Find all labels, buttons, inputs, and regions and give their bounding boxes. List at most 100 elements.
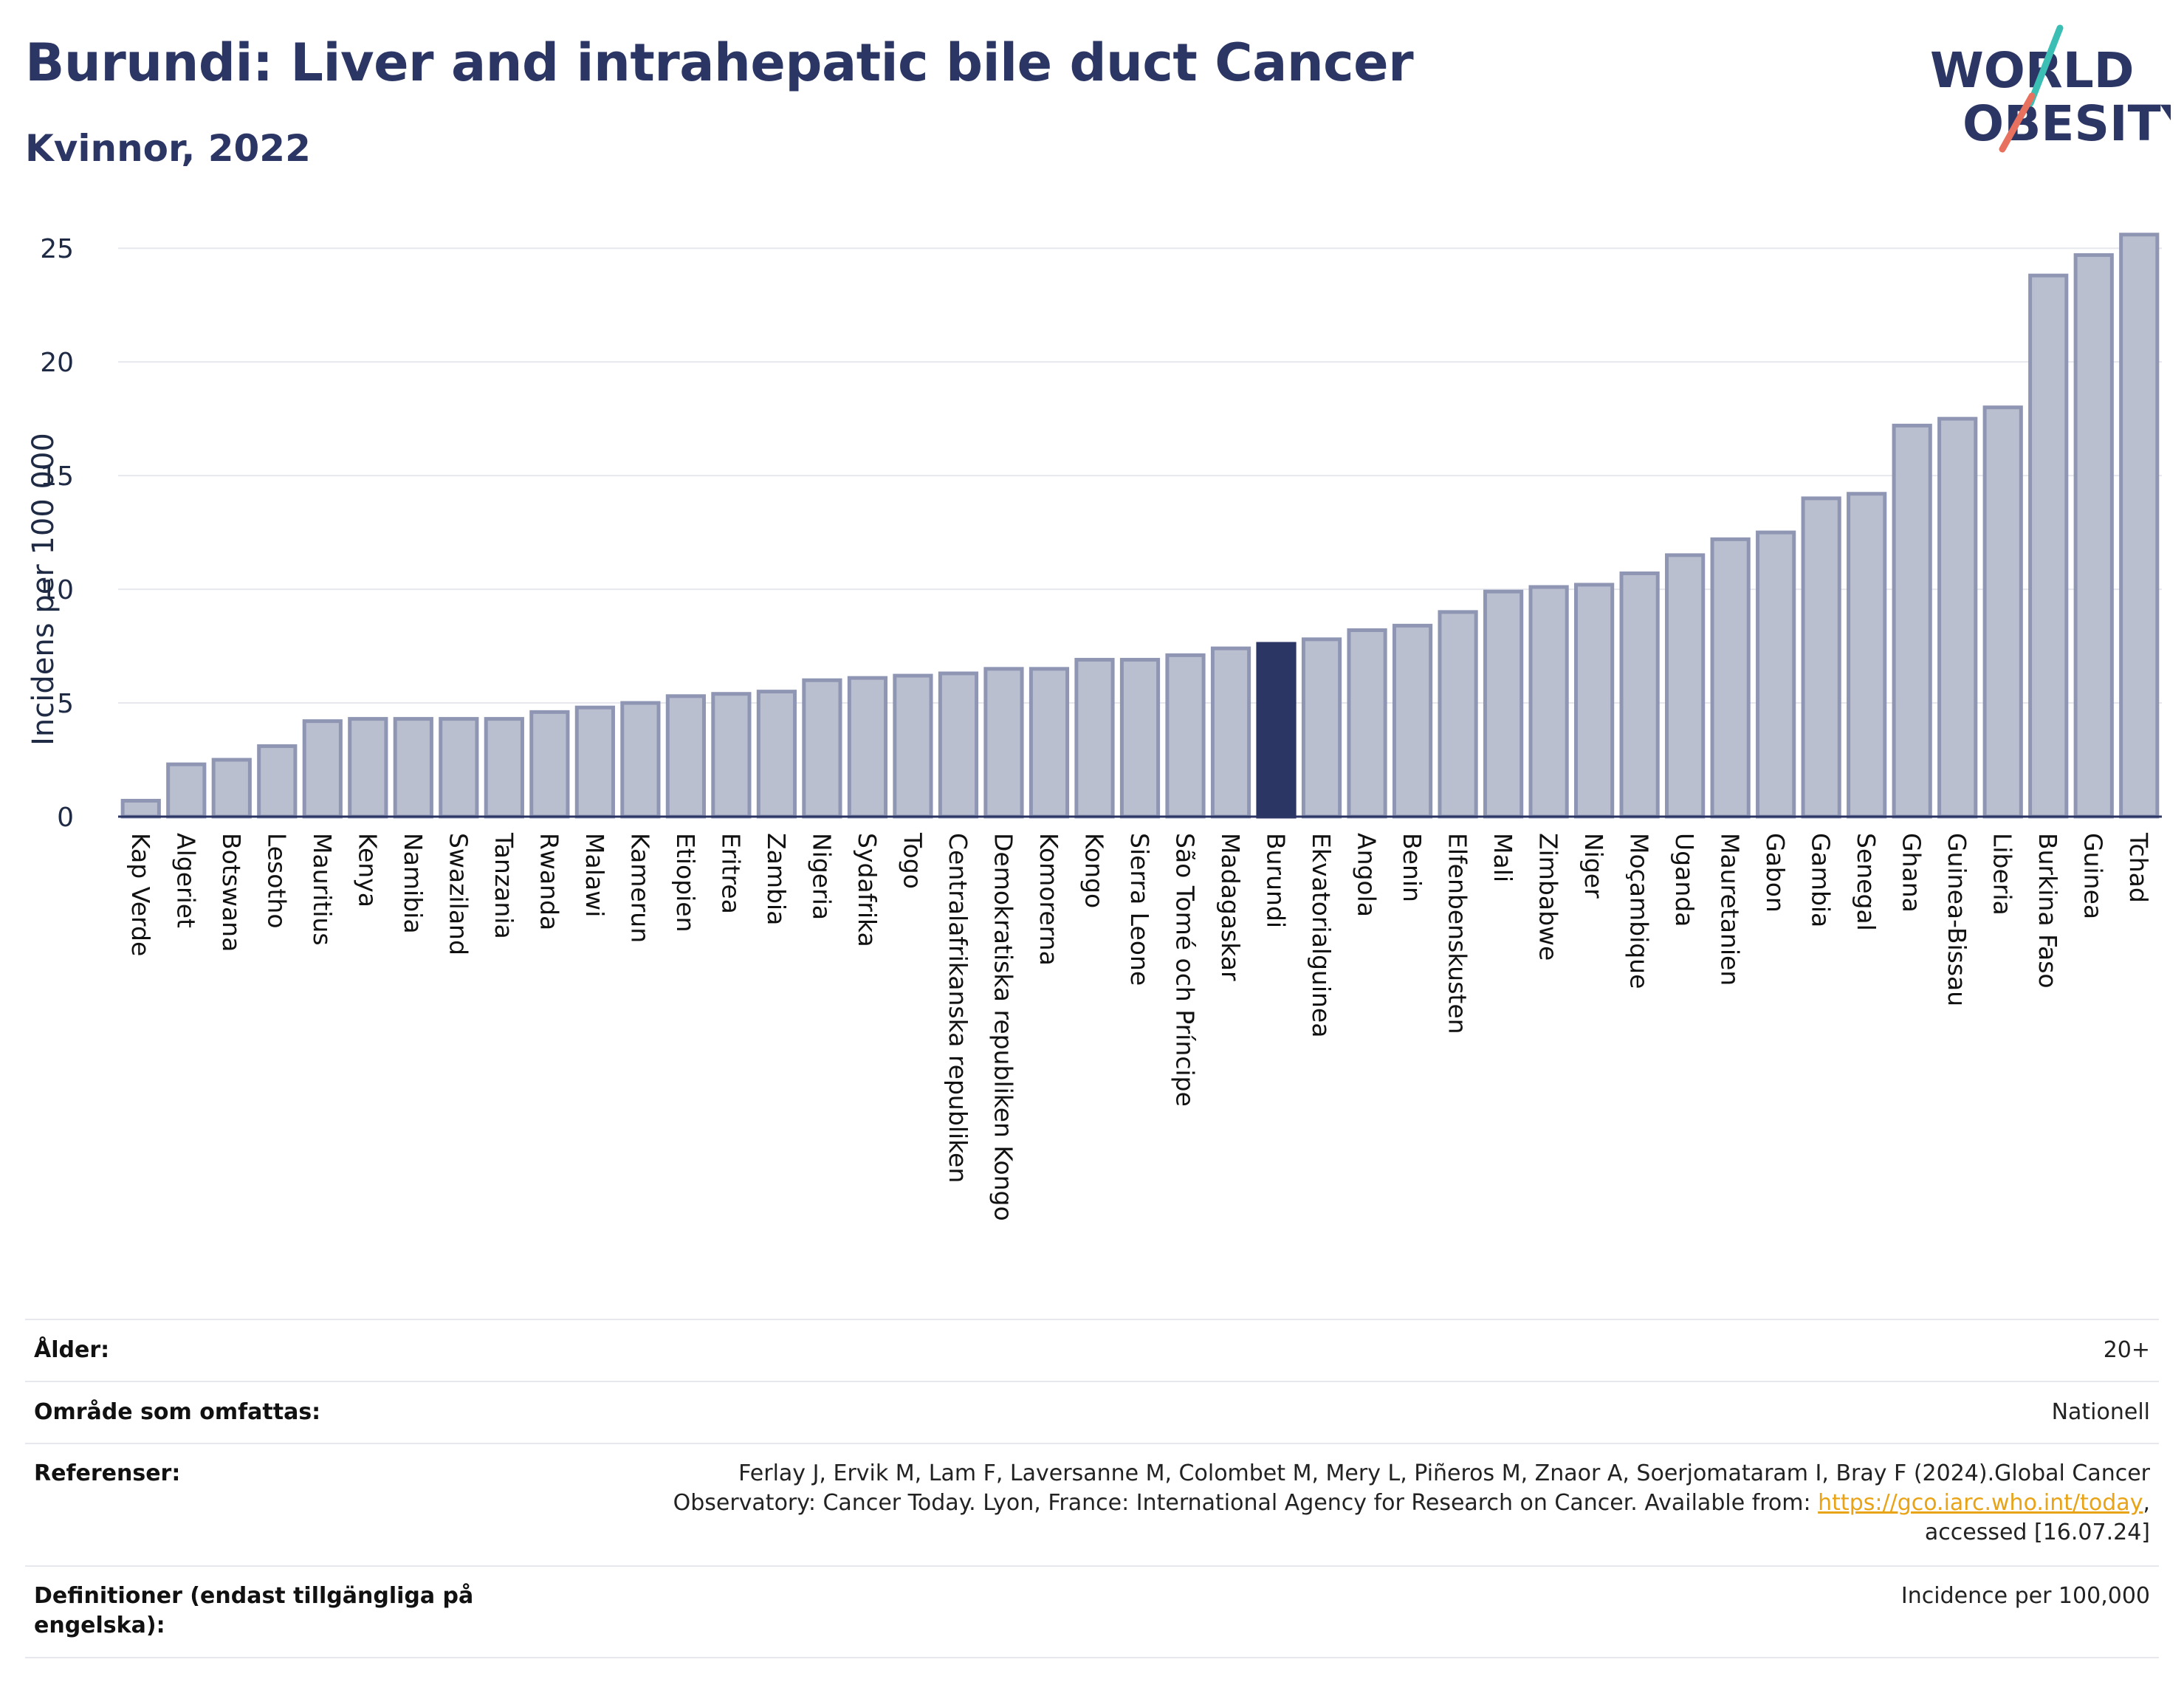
- bar-malawi: [574, 705, 615, 819]
- bar-ghana: [1892, 423, 1932, 819]
- bar-algeriet: [166, 762, 207, 819]
- bar-burkina-faso: [2028, 273, 2069, 819]
- bar-kamerun: [620, 701, 661, 819]
- definitions-value: Incidence per 100,000: [1900, 1583, 2150, 1609]
- x-tick-label: Ghana: [1898, 833, 1926, 913]
- x-tick-label: Liberia: [1988, 833, 2017, 916]
- bar-kap-verde: [120, 798, 161, 819]
- x-tick-label: Malawi: [580, 833, 609, 917]
- bar-sydafrika: [847, 676, 888, 819]
- bar-gambia: [1801, 496, 1841, 819]
- x-tick-label: Guinea: [2079, 833, 2108, 919]
- x-tick-label: Sierra Leone: [1125, 833, 1154, 986]
- bar-togo: [893, 673, 933, 819]
- bar-demokratiska-republiken-kongo: [983, 667, 1024, 819]
- x-tick-label: Namibia: [399, 833, 427, 934]
- bar-guinea-bissau: [1937, 416, 1978, 819]
- bar-kongo: [1074, 658, 1115, 819]
- x-tick-label: Tanzania: [490, 832, 518, 939]
- reference-link[interactable]: https://gco.iarc.who.int/today: [1818, 1490, 2143, 1516]
- bar-komorerna: [1029, 667, 1070, 819]
- bar-chart: 0 5 10 15 20 25 Kap Verde Algeriet Botswana Leso…: [27, 233, 2162, 1221]
- y-tick-label: 10: [40, 575, 74, 605]
- y-tick-label: 5: [57, 689, 74, 719]
- bar-liberia: [1982, 405, 2023, 819]
- reference-text-3: ,: [2143, 1490, 2150, 1516]
- x-tick-label: Benin: [1398, 833, 1426, 902]
- bar-gabon: [1756, 530, 1796, 819]
- x-tick-label: Niger: [1579, 833, 1608, 899]
- bar-tanzania: [484, 717, 524, 819]
- x-tick-label: São Tomé och Príncipe: [1171, 833, 1200, 1107]
- bar-eritrea: [711, 692, 752, 819]
- x-tick-label: Senegal: [1852, 833, 1881, 931]
- bar-mauretanien: [1710, 537, 1751, 819]
- reference-text-2: Observatory: Cancer Today. Lyon, France:…: [673, 1490, 1819, 1516]
- meta-row-definitions: Definitioner (endast tillgängliga på eng…: [25, 1565, 2159, 1658]
- x-tick-label: Komorerna: [1034, 833, 1063, 966]
- bar-tchad: [2119, 233, 2160, 819]
- y-tick-label: 25: [40, 234, 74, 264]
- x-tick-label: Zimbabwe: [1534, 833, 1563, 961]
- bar-mauritius: [302, 719, 343, 819]
- x-tick-label: Botswana: [217, 833, 246, 952]
- x-tick-label: Tchad: [2124, 832, 2153, 903]
- meta-row-references: Referenser: Ferlay J, Ervik M, Lam F, La…: [25, 1443, 2159, 1565]
- bar-mali: [1483, 589, 1524, 819]
- reference-text-4: accessed [16.07.24]: [1924, 1520, 2150, 1545]
- x-tick-label: Centralafrikanska republiken: [944, 833, 972, 1183]
- bar-niger: [1574, 583, 1615, 819]
- x-tick-label: Togo: [898, 832, 927, 889]
- logo-slash-teal: [2027, 24, 2064, 107]
- x-tick-label: Lesotho: [262, 833, 291, 929]
- bar-nigeria: [802, 678, 842, 819]
- x-tick-label: Elfenbenskusten: [1443, 833, 1472, 1034]
- x-tick-label: Burkina Faso: [2033, 833, 2062, 989]
- x-tick-label: Sydafrika: [853, 833, 882, 947]
- x-tick-label: Gambia: [1807, 833, 1836, 927]
- bar-burundi: [1256, 642, 1297, 819]
- area-label: Område som omfattas:: [34, 1399, 321, 1425]
- chart-subtitle: Kvinnor, 2022: [25, 127, 311, 170]
- bar-guinea: [2073, 253, 2114, 819]
- chart-title: Burundi: Liver and intrahepatic bile duc…: [25, 32, 1414, 93]
- meta-row-area: Område som omfattas: Nationell: [25, 1381, 2159, 1443]
- y-tick-label: 20: [40, 348, 74, 378]
- x-tick-label: Moçambique: [1625, 833, 1654, 989]
- x-tick-label: Angola: [1353, 833, 1381, 917]
- x-tick-label: Kap Verde: [126, 833, 155, 956]
- y-tick-labels: 0 5 10 15 20 25: [40, 234, 74, 833]
- x-tick-label: Kenya: [353, 833, 382, 907]
- world-obesity-logo: WORLD OBESITY: [1930, 24, 2171, 153]
- x-tick-label: Kamerun: [625, 833, 654, 943]
- bar-zambia: [756, 690, 797, 819]
- references-label: Referenser:: [34, 1460, 181, 1486]
- logo-text-obesity: OBESITY: [1962, 95, 2171, 152]
- bar-zimbabwe: [1528, 585, 1569, 819]
- bar-uganda: [1665, 553, 1706, 819]
- bar-senegal: [1847, 492, 1887, 819]
- logo-slash-coral: [1999, 92, 2036, 153]
- x-tick-label: Eritrea: [716, 833, 745, 914]
- y-tick-label: 15: [40, 461, 74, 492]
- x-tick-label: Uganda: [1670, 833, 1699, 927]
- references-value: Ferlay J, Ervik M, Lam F, Laversanne M, …: [673, 1459, 2159, 1548]
- y-axis-label: Incidens per 100 000: [27, 433, 61, 746]
- bar-swaziland: [439, 717, 479, 819]
- bar-rwanda: [529, 710, 570, 819]
- x-tick-label: Guinea-Bissau: [1943, 833, 1971, 1006]
- bar-namibia: [393, 717, 433, 819]
- bar-botswana: [211, 758, 252, 819]
- meta-row-age: Ålder: 20+: [25, 1319, 2159, 1381]
- bar-mo-ambique: [1619, 571, 1660, 819]
- x-tick-label: Demokratiska republiken Kongo: [989, 833, 1017, 1221]
- age-label: Ålder:: [34, 1337, 110, 1363]
- x-tick-label: Zambia: [762, 833, 791, 925]
- bars: [120, 233, 2160, 819]
- reference-text-1: Ferlay J, Ervik M, Lam F, Laversanne M, …: [738, 1460, 2150, 1486]
- x-tick-label: Swaziland: [444, 833, 473, 955]
- bar-elfenbenskusten: [1438, 610, 1478, 819]
- age-value: 20+: [2103, 1337, 2150, 1363]
- y-tick-label: 0: [57, 803, 74, 833]
- bar-angola: [1347, 628, 1387, 819]
